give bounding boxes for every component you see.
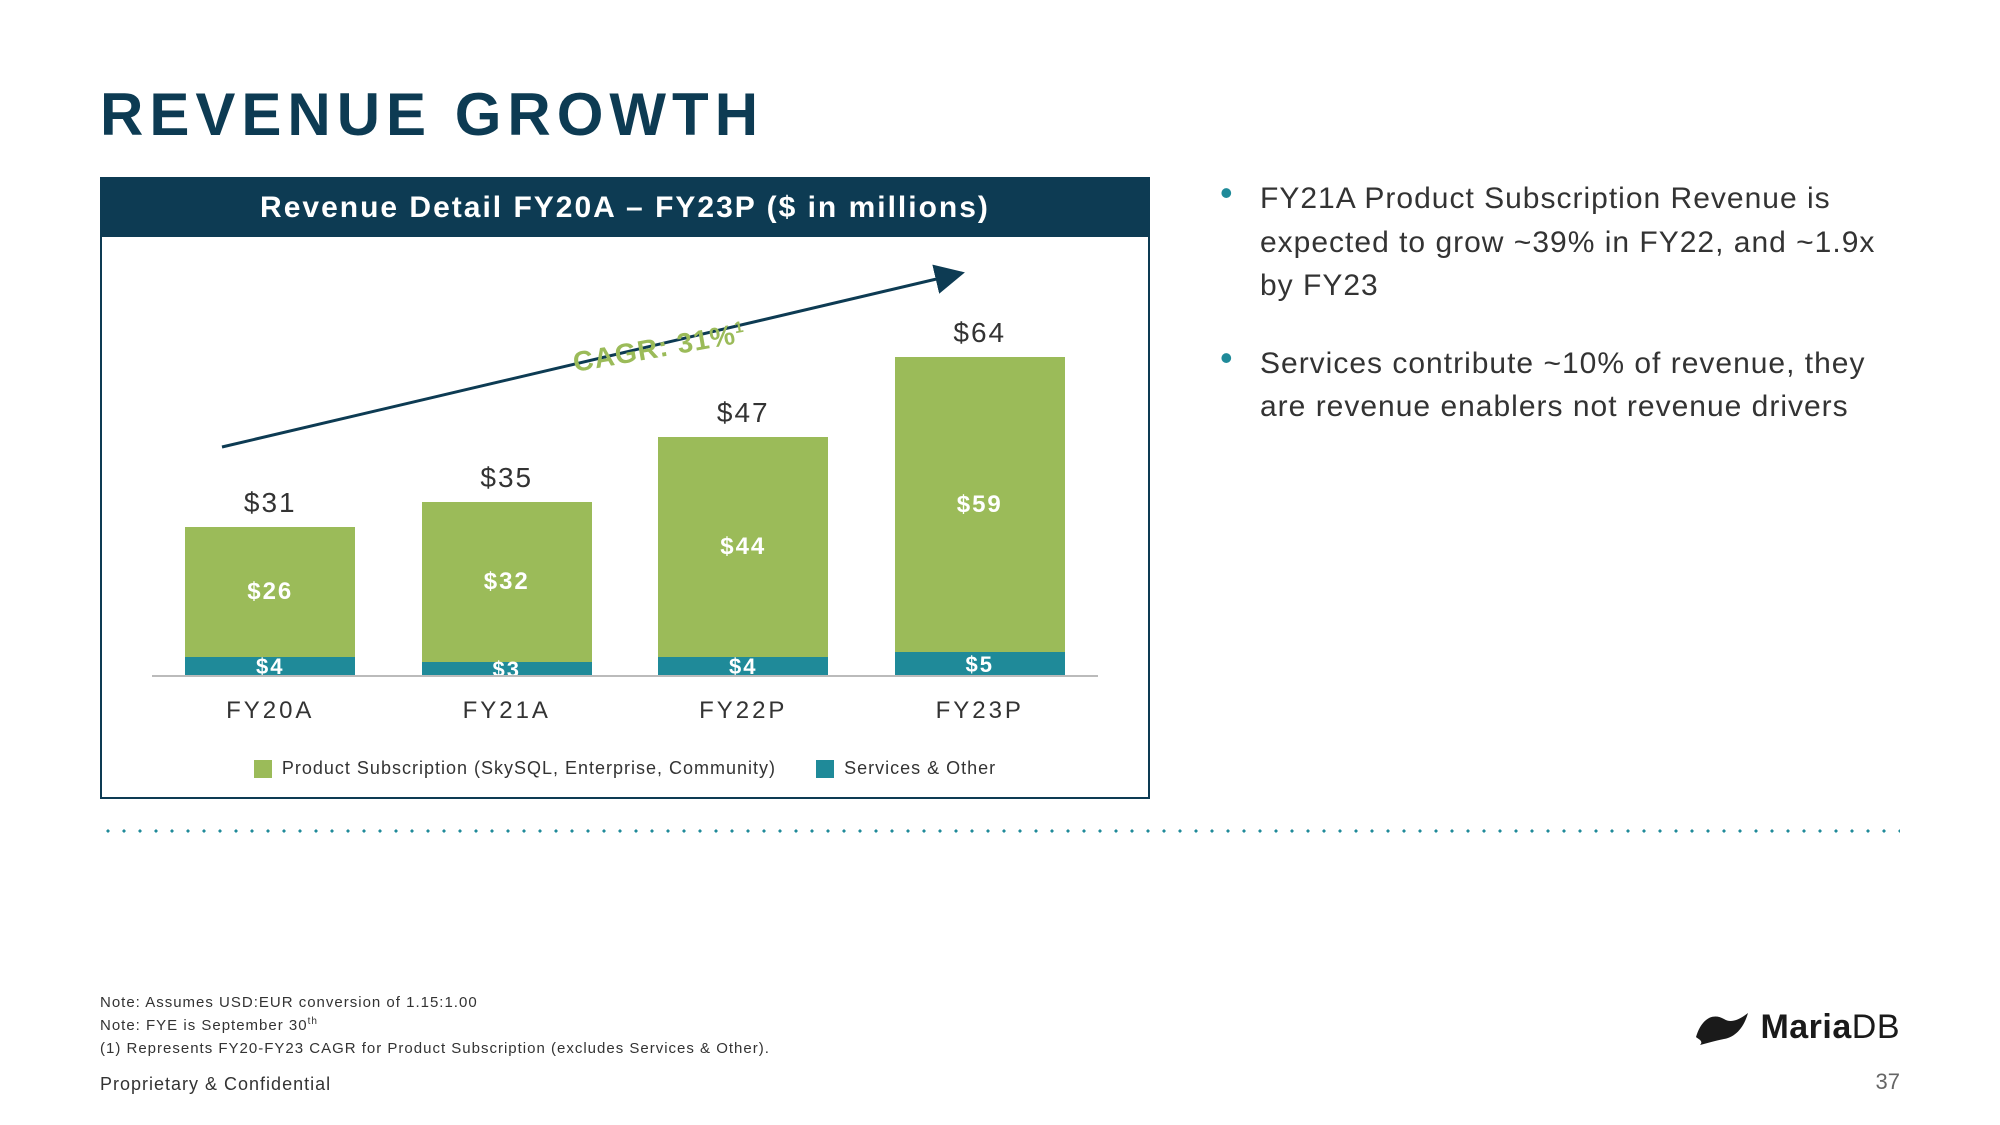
bar-group: $35 $3$32: [422, 462, 592, 677]
bar-stack: $3$32: [422, 502, 592, 677]
bar-total-label: $35: [480, 462, 533, 494]
swatch-services: [816, 760, 834, 778]
bar-segment-services: $5: [895, 652, 1065, 677]
bar-segment-product: $32: [422, 502, 592, 662]
plot-area: $31$4$26$35$3$32$47$4$44$64$5$59: [152, 337, 1098, 677]
chart-title: Revenue Detail FY20A – FY23P ($ in milli…: [102, 179, 1148, 237]
bar-segment-product: $44: [658, 437, 828, 657]
divider: [100, 829, 1900, 833]
bar-stack: $5$59: [895, 357, 1065, 677]
x-axis: [152, 675, 1098, 677]
cagr-sup: 1: [733, 319, 746, 337]
footer: Note: Assumes USD:EUR conversion of 1.15…: [100, 992, 1900, 1096]
x-axis-label: FY20A: [185, 697, 355, 725]
bar-total-label: $64: [953, 317, 1006, 349]
bullet-item: Services contribute ~10% of revenue, the…: [1220, 342, 1900, 429]
footnote: Note: Assumes USD:EUR conversion of 1.15…: [100, 992, 1900, 1015]
bar-group: $64 $5$59: [895, 317, 1065, 677]
bar-segment-services: $4: [658, 657, 828, 677]
bar-total-label: $47: [717, 397, 770, 429]
chart-body: CAGR: 31%1 $31$4$26$35$3$32$47$4$44$64$5…: [102, 237, 1148, 797]
slide: REVENUE GROWTH Revenue Detail FY20A – FY…: [0, 0, 2000, 1125]
bullets: FY21A Product Subscription Revenue is ex…: [1220, 177, 1900, 799]
bullet-list: FY21A Product Subscription Revenue is ex…: [1220, 177, 1900, 429]
bar-group: $31 $4$26: [185, 487, 355, 677]
legend-label-product: Product Subscription (SkySQL, Enterprise…: [282, 758, 776, 779]
bar-segment-product: $26: [185, 527, 355, 657]
x-axis-label: FY22P: [658, 697, 828, 725]
legend: Product Subscription (SkySQL, Enterprise…: [102, 758, 1148, 779]
chart-panel: Revenue Detail FY20A – FY23P ($ in milli…: [100, 177, 1150, 799]
bar-stack: $4$44: [658, 437, 828, 677]
footnote: (1) Represents FY20-FY23 CAGR for Produc…: [100, 1038, 1900, 1061]
legend-item-services: Services & Other: [816, 758, 996, 779]
swatch-product: [254, 760, 272, 778]
legend-label-services: Services & Other: [844, 758, 996, 779]
bar-stack: $4$26: [185, 527, 355, 677]
bullet-item: FY21A Product Subscription Revenue is ex…: [1220, 177, 1900, 308]
bars: $31$4$26$35$3$32$47$4$44$64$5$59: [152, 337, 1098, 677]
bar-segment-services: $4: [185, 657, 355, 677]
x-axis-label: FY23P: [895, 697, 1065, 725]
page-number: 37: [1876, 1069, 1900, 1095]
confidentiality: Proprietary & Confidential: [100, 1074, 1900, 1095]
bar-total-label: $31: [244, 487, 297, 519]
legend-item-product: Product Subscription (SkySQL, Enterprise…: [254, 758, 776, 779]
x-axis-labels: FY20A FY21A FY22P FY23P: [152, 697, 1098, 725]
footnotes: Note: Assumes USD:EUR conversion of 1.15…: [100, 992, 1900, 1061]
page-title: REVENUE GROWTH: [100, 80, 1900, 149]
bar-segment-product: $59: [895, 357, 1065, 652]
bar-group: $47 $4$44: [658, 397, 828, 677]
x-axis-label: FY21A: [422, 697, 592, 725]
content-row: Revenue Detail FY20A – FY23P ($ in milli…: [100, 177, 1900, 799]
footnote: Note: FYE is September 30th: [100, 1014, 1900, 1038]
